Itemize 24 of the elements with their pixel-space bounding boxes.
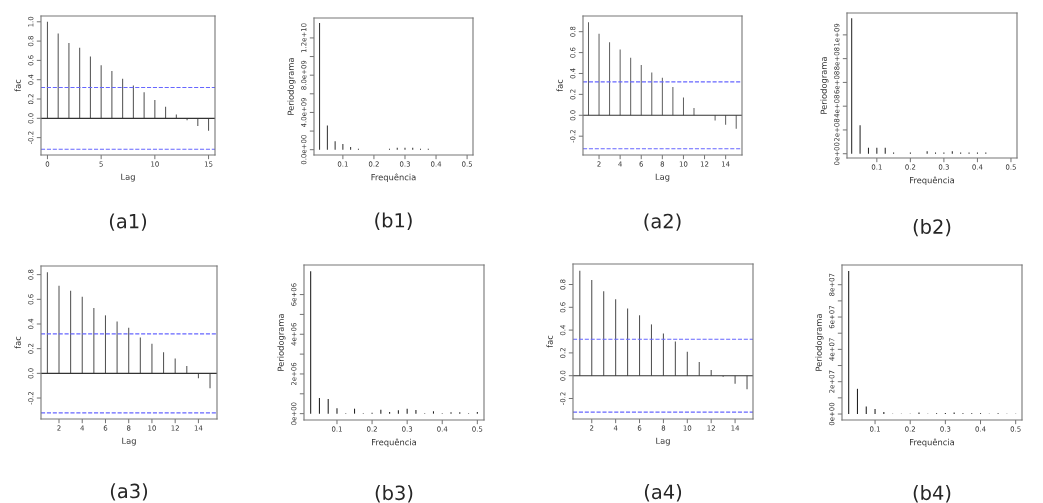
text: (b2) (913, 218, 951, 237)
text: (b4) (913, 485, 951, 503)
x-axis-title: Frequência (371, 173, 416, 182)
text: (a2) (644, 213, 681, 231)
text: (b1) (375, 212, 412, 230)
text: (a1) (109, 213, 147, 231)
y-axis-title: fac (556, 79, 563, 92)
x-axis-title: Lag (655, 173, 670, 182)
x-axis-title: Frequência (372, 438, 417, 447)
x-axis-title: Frequência (910, 176, 955, 185)
x-axis-title: Frequência (910, 438, 955, 447)
y-axis-title: fac (14, 336, 21, 349)
y-axis-title: fac (546, 335, 553, 348)
text: (a4) (644, 484, 682, 502)
x-axis-title: Lag (121, 173, 135, 182)
text: (b3) (375, 485, 413, 503)
text: (a3) (110, 483, 148, 501)
x-axis-title: Lag (656, 437, 670, 446)
x-axis-title: Lag (122, 437, 136, 446)
y-axis-title: Periodograma (815, 314, 824, 371)
y-axis-title: fac (14, 79, 21, 92)
y-axis-title: Periodograma (277, 314, 286, 371)
y-axis-title: Periodograma (820, 57, 829, 114)
y-axis-title: Periodograma (287, 58, 296, 115)
